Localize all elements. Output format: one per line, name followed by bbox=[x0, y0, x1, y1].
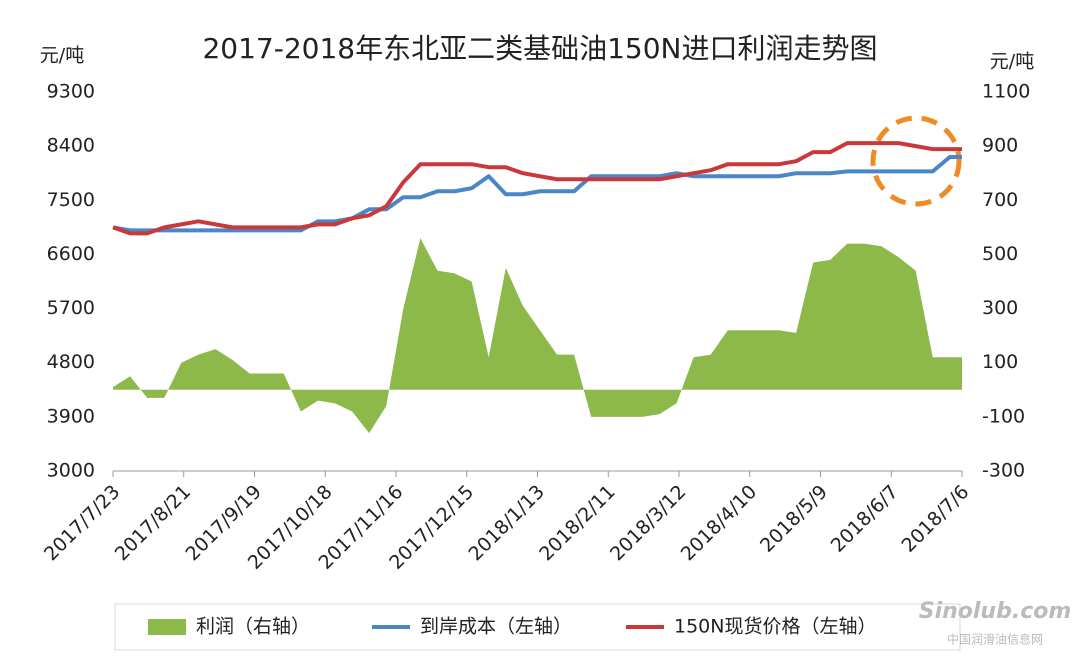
y-tick-label: 6600 bbox=[47, 243, 95, 265]
x-tick-label: 2018/4/10 bbox=[677, 481, 761, 565]
watermark-logo: Sinolub.com bbox=[919, 599, 1072, 624]
y-tick-label: 4800 bbox=[47, 351, 95, 373]
series-line bbox=[112, 154, 962, 233]
legend-label: 利润（右轴） bbox=[196, 616, 310, 638]
profit-area bbox=[113, 238, 962, 434]
x-tick-label: 2018/1/13 bbox=[464, 481, 548, 565]
x-tick-label: 2018/3/12 bbox=[606, 481, 690, 565]
y-tick-label: 5700 bbox=[47, 297, 95, 319]
legend-box bbox=[114, 603, 961, 651]
series-line bbox=[112, 141, 962, 236]
y2-axis-label: 元/吨 bbox=[990, 51, 1034, 73]
y2-tick-label: -300 bbox=[982, 460, 1025, 482]
y2-tick-label: 500 bbox=[982, 243, 1018, 265]
x-tick-label: 2017/8/21 bbox=[111, 481, 195, 565]
y-tick-label: 3900 bbox=[47, 405, 95, 427]
x-tick-label: 2017/7/23 bbox=[40, 481, 124, 565]
y2-tick-label: 1100 bbox=[982, 81, 1030, 103]
legend-label: 150N现货价格（左轴） bbox=[674, 616, 876, 638]
x-tick-label: 2018/7/6 bbox=[898, 481, 974, 557]
x-tick-label: 2018/2/11 bbox=[535, 481, 619, 565]
x-tick-label: 2018/5/9 bbox=[756, 481, 832, 557]
watermark-text: 中国润滑油信息网 bbox=[947, 632, 1043, 647]
y2-tick-label: 700 bbox=[982, 189, 1018, 211]
chart-title: 2017-2018年东北亚二类基础油150N进口利润走势图 bbox=[202, 32, 877, 65]
y2-tick-label: 900 bbox=[982, 135, 1018, 157]
y-tick-label: 3000 bbox=[47, 460, 95, 482]
highlight-circle bbox=[870, 115, 962, 207]
y-tick-label: 8400 bbox=[47, 135, 95, 157]
y2-tick-label: 100 bbox=[982, 351, 1018, 373]
y-tick-label: 9300 bbox=[47, 81, 95, 103]
y2-tick-label: 300 bbox=[982, 297, 1018, 319]
y-tick-label: 7500 bbox=[47, 189, 95, 211]
y-axis-label: 元/吨 bbox=[40, 45, 84, 67]
legend-swatch bbox=[148, 619, 186, 635]
legend-label: 到岸成本（左轴） bbox=[420, 616, 572, 638]
y2-tick-label: -100 bbox=[982, 405, 1025, 427]
x-tick-label: 2018/6/7 bbox=[827, 481, 903, 557]
